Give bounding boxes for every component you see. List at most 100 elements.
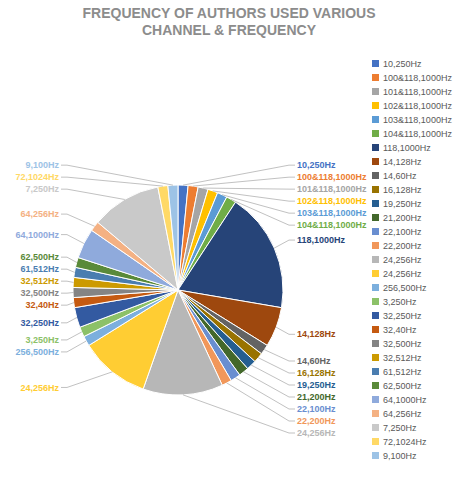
legend-label: 104&118,1000Hz [383, 129, 452, 139]
legend-item: 21,200Hz [372, 213, 422, 223]
legend-item: 19,250Hz [372, 199, 422, 209]
legend-label: 72,1024Hz [383, 437, 427, 447]
slice [168, 185, 178, 290]
data-label: 3,250Hz [25, 335, 59, 345]
legend-label: 32,512Hz [383, 353, 422, 363]
leader-line [61, 189, 125, 199]
legend-item: 32,250Hz [372, 311, 422, 321]
legend-swatch [372, 354, 379, 361]
leader-line [183, 395, 295, 433]
legend-item: 62,500Hz [372, 381, 422, 391]
legend: 10,250Hz 100&118,1000Hz 101&118,1000Hz 102&… [372, 59, 452, 461]
legend-label: 7,250Hz [383, 423, 417, 433]
leader-line [264, 350, 295, 361]
data-label: 22,200Hz [297, 416, 336, 426]
data-label: 32,40Hz [25, 300, 59, 310]
legend-label: 256,500Hz [383, 283, 427, 293]
leader-line [61, 257, 77, 262]
leader-line [61, 303, 74, 306]
slice [178, 202, 283, 308]
legend-item: 14,128Hz [372, 157, 422, 167]
legend-label: 32,40Hz [383, 325, 417, 335]
legend-item: 22,100Hz [372, 227, 422, 237]
legend-swatch [372, 326, 379, 333]
legend-label: 21,200Hz [383, 213, 422, 223]
leader-line [258, 358, 295, 373]
leader-line [61, 269, 74, 272]
legend-item: 118,1000Hz [372, 143, 431, 153]
leader-line [183, 165, 295, 185]
legend-swatch [372, 438, 379, 445]
legend-label: 32,500Hz [383, 339, 422, 349]
leader-line [61, 235, 84, 244]
legend-label: 64,1000Hz [383, 395, 427, 405]
legend-swatch [372, 452, 379, 459]
legend-label: 103&118,1000Hz [383, 115, 452, 125]
data-label: 14,60Hz [297, 356, 331, 366]
data-label: 100&118,1000Hz [297, 172, 367, 182]
legend-swatch [372, 228, 379, 235]
legend-item: 64,1000Hz [372, 395, 427, 405]
legend-item: 32,512Hz [372, 353, 422, 363]
legend-item: 10,250Hz [372, 59, 422, 69]
pie [73, 185, 283, 395]
legend-item: 32,500Hz [372, 339, 422, 349]
data-label: 24,256Hz [20, 383, 59, 393]
legend-swatch [372, 382, 379, 389]
legend-item: 7,250Hz [372, 423, 417, 433]
data-label: 64,1000Hz [15, 230, 59, 240]
leader-line [203, 188, 295, 189]
legend-swatch [372, 424, 379, 431]
data-label: 9,100Hz [25, 160, 59, 170]
data-label: 103&118,1000Hz [297, 208, 367, 218]
legend-item: 61,512Hz [372, 367, 422, 377]
legend-label: 10,250Hz [383, 59, 422, 69]
leader-line [193, 177, 295, 186]
legend-swatch [372, 368, 379, 375]
data-label: 7,250Hz [25, 184, 59, 194]
leader-line [61, 177, 163, 186]
legend-swatch [372, 74, 379, 81]
legend-swatch [372, 256, 379, 263]
leader-line [61, 214, 95, 226]
legend-label: 100&118,1000Hz [383, 73, 452, 83]
data-label: 24,256Hz [297, 428, 336, 438]
legend-swatch [372, 88, 379, 95]
legend-label: 62,500Hz [383, 381, 422, 391]
legend-swatch [372, 298, 379, 305]
leader-line [244, 372, 295, 397]
data-label: 118,1000Hz [297, 235, 346, 245]
data-label: 19,250Hz [297, 380, 336, 390]
data-label: 104&118,1000Hz [297, 220, 367, 230]
legend-label: 102&118,1000Hz [383, 101, 452, 111]
legend-item: 103&118,1000Hz [372, 115, 452, 125]
legend-label: 22,200Hz [383, 241, 422, 251]
data-label: 102&118,1000Hz [297, 196, 367, 206]
legend-swatch [372, 312, 379, 319]
legend-item: 256,500Hz [372, 283, 427, 293]
legend-label: 3,250Hz [383, 297, 417, 307]
legend-swatch [372, 270, 379, 277]
legend-swatch [372, 340, 379, 347]
legend-swatch [372, 172, 379, 179]
legend-item: 72,1024Hz [372, 437, 427, 447]
leader-line [61, 332, 82, 340]
legend-item: 100&118,1000Hz [372, 73, 452, 83]
labels: 10,250Hz100&118,1000Hz101&118,1000Hz102&… [15, 160, 367, 438]
legend-label: 24,256Hz [383, 255, 422, 265]
data-label: 32,250Hz [20, 318, 59, 328]
legend-label: 19,250Hz [383, 199, 422, 209]
legend-item: 24,256Hz [372, 255, 422, 265]
legend-item: 101&118,1000Hz [372, 87, 452, 97]
legend-label: 101&118,1000Hz [383, 87, 452, 97]
legend-swatch [372, 158, 379, 165]
data-label: 256,500Hz [15, 347, 59, 357]
legend-label: 22,100Hz [383, 227, 422, 237]
leader-line [231, 199, 295, 225]
leader-line [61, 341, 86, 352]
data-label: 10,250Hz [297, 160, 336, 170]
leader-line [251, 365, 295, 385]
legend-item: 32,40Hz [372, 325, 417, 335]
data-label: 61,512Hz [20, 264, 59, 274]
title: FREQUENCY OF AUTHORS USED VARIOUSCHANNEL… [83, 5, 376, 38]
